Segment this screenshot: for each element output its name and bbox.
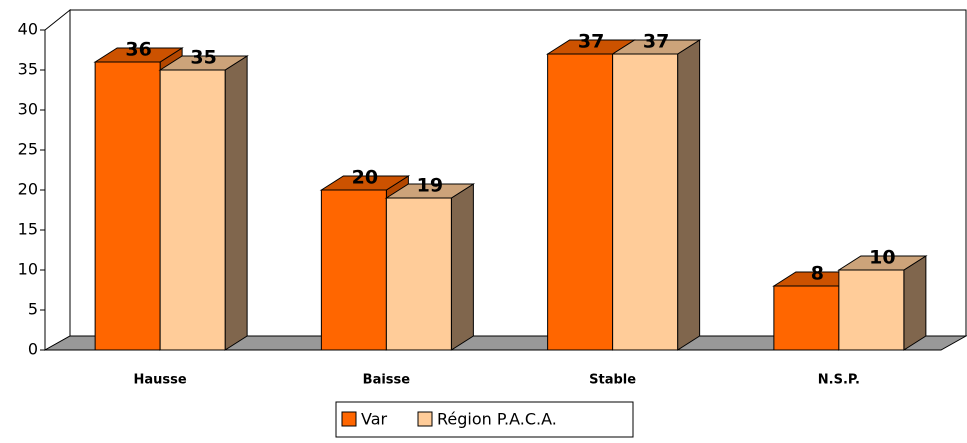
bar-side: [677, 39, 701, 351]
value-label: 35: [190, 47, 216, 69]
bar-side: [450, 183, 474, 351]
y-tick-label: 25: [18, 140, 38, 159]
bar: [838, 269, 905, 351]
bar: [320, 189, 387, 351]
y-tick-label: 40: [18, 20, 38, 39]
x-tick-label: Stable: [589, 373, 636, 388]
value-label: 37: [643, 31, 669, 53]
y-tick-label: 30: [18, 100, 38, 119]
y-tick-label: 35: [18, 60, 38, 79]
legend-swatch: [417, 411, 433, 427]
legend-label: Région P.A.C.A.: [437, 410, 557, 429]
x-tick-label: Hausse: [134, 373, 187, 388]
value-label: 10: [869, 247, 895, 269]
side-wall: [44, 8, 71, 351]
bar: [159, 69, 226, 351]
y-tick-label: 20: [18, 180, 38, 199]
bar: [547, 53, 614, 351]
value-label: 37: [578, 31, 604, 53]
y-tick-label: 5: [28, 300, 38, 319]
bar: [773, 285, 840, 351]
bar: [385, 197, 452, 351]
bar-side: [903, 255, 927, 351]
x-tick-label: Baisse: [363, 373, 411, 388]
legend-swatch: [341, 411, 357, 427]
y-tick-label: 0: [28, 340, 38, 359]
bar-side: [224, 55, 248, 351]
y-tick-label: 10: [18, 260, 38, 279]
value-label: 20: [352, 167, 378, 189]
legend-label: Var: [361, 410, 388, 429]
legend: [335, 401, 634, 438]
x-tick-label: N.S.P.: [818, 373, 860, 388]
value-label: 8: [811, 263, 824, 285]
bar: [612, 53, 679, 351]
value-label: 36: [125, 39, 151, 61]
bar: [94, 61, 161, 351]
y-tick-label: 15: [18, 220, 38, 239]
value-label: 19: [417, 175, 443, 197]
